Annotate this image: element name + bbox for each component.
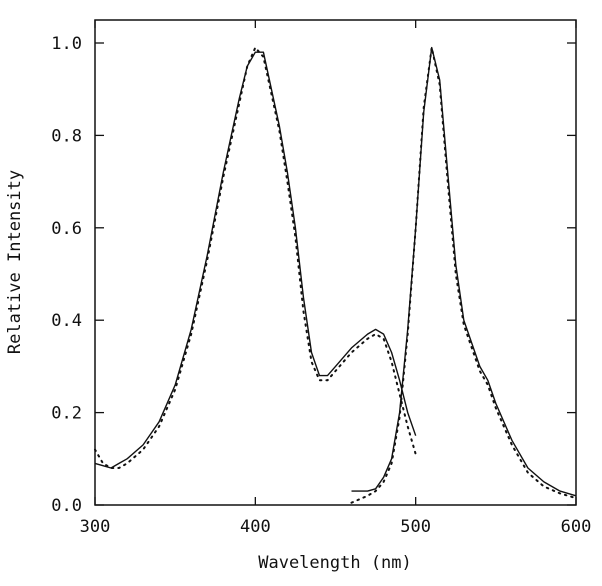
y-tick-label: 0.4 — [51, 311, 82, 331]
y-tick-label: 0.6 — [51, 219, 82, 239]
series-line-2 — [351, 46, 577, 497]
y-tick-label: 0.8 — [51, 126, 82, 146]
plot-frame — [94, 19, 577, 506]
series-line-3 — [350, 46, 577, 504]
y-axis-label: Relative Intensity — [5, 170, 25, 354]
series-line-0 — [94, 51, 417, 469]
series-line-1 — [94, 46, 417, 469]
y-tick-label: 1.0 — [51, 34, 82, 54]
x-tick-label: 500 — [400, 517, 431, 537]
x-axis-label: Wavelength (nm) — [258, 553, 412, 573]
x-tick-label: 600 — [561, 517, 592, 537]
y-tick-label: 0.0 — [51, 496, 82, 516]
x-tick-label: 300 — [80, 517, 111, 537]
y-tick-label: 0.2 — [51, 404, 82, 424]
x-tick-label: 400 — [240, 517, 271, 537]
